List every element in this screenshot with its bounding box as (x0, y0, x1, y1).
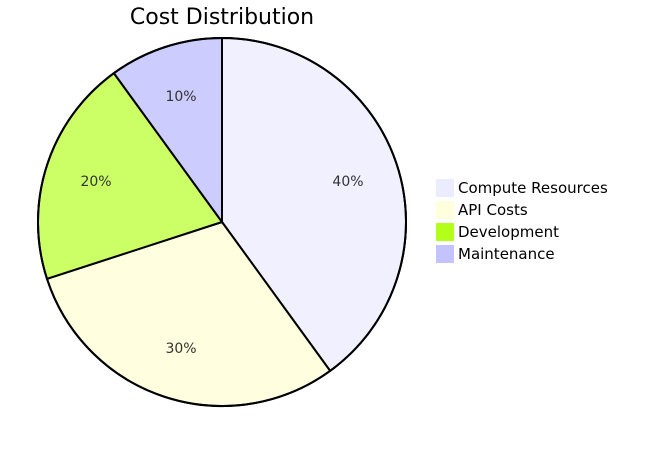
legend-swatch (436, 245, 454, 263)
legend-swatch (436, 201, 454, 219)
pie-slice-labels: 40% 30% 20% 10% (80, 89, 363, 357)
legend-item: Maintenance (436, 245, 555, 263)
pie-slice-label: 10% (165, 89, 196, 105)
legend-label: Compute Resources (458, 179, 608, 197)
legend-item: Compute Resources (436, 179, 608, 197)
pie-slice-label: 20% (80, 174, 111, 190)
chart-legend: Compute Resources API Costs Development Mai… (436, 179, 608, 263)
legend-swatch (436, 223, 454, 241)
pie-slice-label: 30% (165, 341, 196, 357)
chart-title: Cost Distribution (130, 5, 314, 30)
legend-label: Development (458, 223, 559, 241)
legend-swatch (436, 179, 454, 197)
legend-label: Maintenance (458, 245, 555, 263)
pie-outline (37, 37, 407, 407)
legend-item: API Costs (436, 201, 528, 219)
legend-label: API Costs (458, 201, 528, 219)
pie-slice-label: 40% (332, 174, 363, 190)
legend-item: Development (436, 223, 559, 241)
pie-slices (37, 36, 407, 407)
